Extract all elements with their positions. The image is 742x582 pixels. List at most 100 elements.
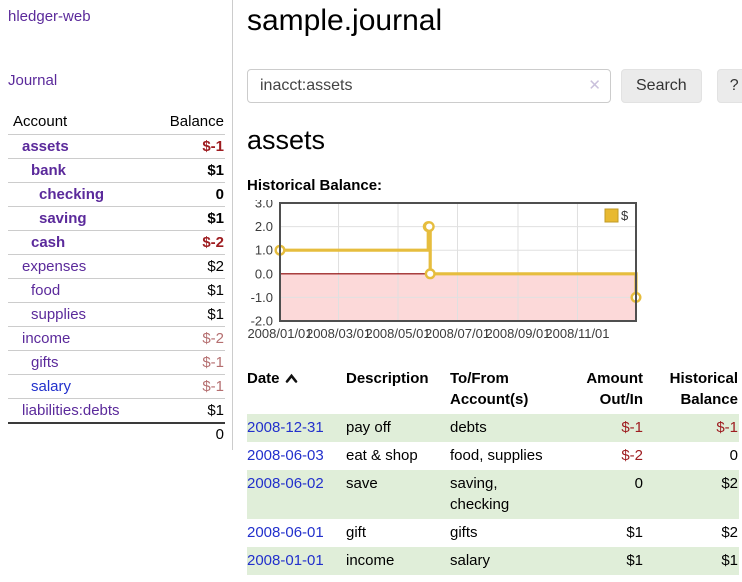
x-tick-label: 2008/07/01 <box>425 326 490 341</box>
account-balance: $1 <box>148 206 225 231</box>
main-content: sample.journal ✕ Search ? assets Histori… <box>233 0 742 575</box>
register-header-date-label: Date <box>247 370 280 387</box>
account-link[interactable]: gifts <box>31 354 59 371</box>
chart-label: Historical Balance: <box>247 177 383 194</box>
transaction-accounts: salary <box>450 552 491 569</box>
account-link[interactable]: assets <box>22 138 69 155</box>
accounts-table: Account Balance assets $-1 bank $1 checking 0… <box>8 110 225 446</box>
transaction-date-link[interactable]: 2008-01-01 <box>247 552 324 569</box>
account-row: assets $-1 <box>8 134 225 159</box>
y-tick-label: 0.0 <box>255 266 273 281</box>
transaction-description: save <box>346 475 378 492</box>
sort-ascending-icon <box>285 371 298 388</box>
account-link[interactable]: supplies <box>31 306 87 323</box>
transaction-row: 2008-06-02 save saving, checking 0 $2 <box>247 470 739 519</box>
transaction-description: income <box>346 552 395 569</box>
account-row: liabilities:debts $1 <box>8 398 225 423</box>
account-link[interactable]: salary <box>31 378 72 395</box>
transaction-amount: 0 <box>634 475 643 492</box>
y-tick-label: -1.0 <box>251 290 273 305</box>
search-form: ✕ Search ? <box>247 69 742 103</box>
transaction-amount: $1 <box>626 552 643 569</box>
account-row: checking 0 <box>8 182 225 207</box>
transaction-date-link[interactable]: 2008-06-03 <box>247 447 324 464</box>
account-link[interactable]: income <box>22 330 71 347</box>
account-heading: assets <box>247 125 326 155</box>
account-balance: $-2 <box>148 326 225 351</box>
page-title: sample.journal <box>247 4 443 37</box>
help-button[interactable]: ? <box>716 69 742 103</box>
search-input[interactable] <box>247 69 611 103</box>
transaction-date-link[interactable]: 2008-12-31 <box>247 419 324 436</box>
account-balance: $1 <box>148 398 225 423</box>
account-balance: $1 <box>148 278 225 303</box>
register-header-amount: Amount Out/In <box>586 370 643 408</box>
x-tick-label: 2008/01/01 <box>247 326 312 341</box>
account-link[interactable]: checking <box>39 186 105 203</box>
register-header-row: Date Description To/From Account(s) Amou… <box>247 365 739 414</box>
transaction-amount: $1 <box>626 524 643 541</box>
account-link[interactable]: cash <box>31 234 66 251</box>
x-tick-label: 2008/03/01 <box>306 326 371 341</box>
account-row: expenses $2 <box>8 254 225 279</box>
account-balance: $-1 <box>148 350 225 375</box>
search-button[interactable]: Search <box>621 69 702 103</box>
account-link[interactable]: expenses <box>22 258 87 275</box>
register-header-accounts: To/From Account(s) <box>450 370 529 408</box>
account-row: income $-2 <box>8 326 225 351</box>
transaction-accounts: gifts <box>450 524 478 541</box>
account-row: gifts $-1 <box>8 350 225 375</box>
account-link[interactable]: liabilities:debts <box>22 402 120 419</box>
transaction-description: eat & shop <box>346 447 418 464</box>
data-point <box>424 268 436 280</box>
transaction-balance: $2 <box>721 524 738 541</box>
account-balance: $1 <box>148 158 225 183</box>
journal-link[interactable]: Journal <box>8 72 58 89</box>
accounts-total-value: 0 <box>148 422 225 446</box>
x-tick-label: 2008/11/01 <box>545 326 609 341</box>
account-balance: $-1 <box>148 374 225 399</box>
register-header-balance: Historical Balance <box>669 370 738 408</box>
transaction-balance: 0 <box>729 447 738 464</box>
transaction-row: 2008-12-31 pay off debts $-1 $-1 <box>247 414 739 442</box>
transaction-balance: $-1 <box>716 419 738 436</box>
chart-svg: $3.0 2.0 1.0 0.0 -1.0 -2.02008/01/012008/03/0… <box>247 196 642 341</box>
account-link[interactable]: saving <box>39 210 87 227</box>
svg-text:$: $ <box>621 208 629 223</box>
app-title-link[interactable]: hledger-web <box>8 8 91 25</box>
register-header-description: Description <box>346 370 429 387</box>
transaction-accounts: saving, checking <box>450 475 510 513</box>
transaction-description: gift <box>346 524 367 541</box>
account-balance: $-2 <box>148 230 225 255</box>
y-tick-label: 3.0 <box>255 200 273 211</box>
transaction-amount: $-2 <box>621 447 643 464</box>
account-link[interactable]: bank <box>31 162 67 179</box>
clear-search-icon[interactable]: ✕ <box>588 77 601 94</box>
transaction-accounts: debts <box>450 419 487 436</box>
transaction-row: 2008-01-01 income salary $1 $1 <box>247 547 739 575</box>
accounts-header-balance: Balance <box>169 113 224 130</box>
transaction-date-link[interactable]: 2008-06-02 <box>247 475 324 492</box>
y-tick-label: 2.0 <box>255 219 273 234</box>
transaction-amount: $-1 <box>621 419 643 436</box>
account-balance: $1 <box>148 302 225 327</box>
y-tick-label: -2.0 <box>251 314 273 329</box>
historical-balance-chart[interactable]: $3.0 2.0 1.0 0.0 -1.0 -2.0 2008/01/01 2008/03/0… <box>247 196 742 354</box>
transaction-balance: $2 <box>721 475 738 492</box>
account-row: bank $1 <box>8 158 225 183</box>
account-row: saving $1 <box>8 206 225 231</box>
transaction-row: 2008-06-03 eat & shop food, supplies $-2 0 <box>247 442 739 470</box>
transaction-balance: $1 <box>721 552 738 569</box>
accounts-header-account: Account <box>13 113 68 130</box>
account-balance: $-1 <box>148 134 225 159</box>
accounts-header-row: Account Balance <box>8 110 225 135</box>
accounts-total-row: 0 <box>8 422 225 446</box>
account-link[interactable]: food <box>31 282 61 299</box>
account-row: cash $-2 <box>8 230 225 255</box>
transaction-accounts: food, supplies <box>450 447 543 464</box>
chart-legend: $ <box>604 208 629 223</box>
y-tick-label: 1.0 <box>255 243 273 258</box>
transaction-date-link[interactable]: 2008-06-01 <box>247 524 324 541</box>
register-header-date[interactable]: Date <box>247 365 346 414</box>
